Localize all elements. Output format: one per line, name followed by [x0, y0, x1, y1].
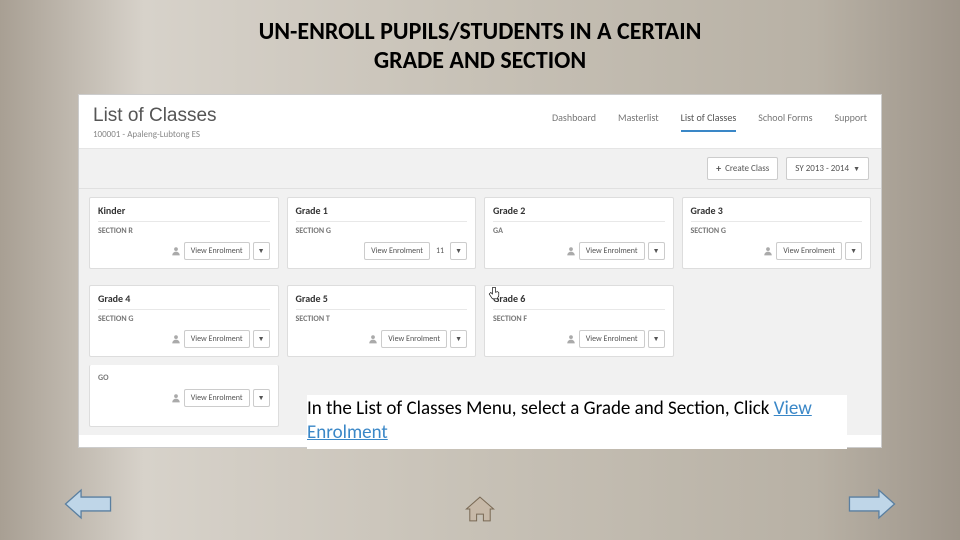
- slide-title: UN-ENROLL PUPILS/STUDENTS IN A CERTAIN G…: [0, 18, 960, 76]
- nav-school-forms[interactable]: School Forms: [758, 111, 812, 132]
- class-grid-row1: Kinder SECTION R View Enrolment ▼ Grade …: [79, 189, 881, 277]
- grade-label: Grade 3: [691, 204, 863, 222]
- view-enrolment-button[interactable]: View Enrolment: [579, 330, 645, 348]
- view-enrolment-dropdown[interactable]: ▼: [450, 242, 467, 260]
- class-card-grade4: Grade 4 SECTION G View Enrolment ▼: [89, 285, 279, 357]
- chevron-down-icon: ▼: [258, 334, 265, 343]
- nav-dashboard[interactable]: Dashboard: [552, 111, 596, 132]
- app-title: List of Classes: [93, 105, 217, 127]
- app-header: List of Classes 100001 - Apaleng-Lubtong…: [79, 95, 881, 149]
- view-enrolment-dropdown[interactable]: ▼: [450, 330, 467, 348]
- person-icon: [368, 334, 378, 344]
- card-actions: View Enrolment ▼: [98, 242, 270, 260]
- view-enrolment-dropdown[interactable]: ▼: [845, 242, 862, 260]
- app-subtitle: 100001 - Apaleng-Lubtong ES: [93, 129, 217, 140]
- view-enrolment-button[interactable]: View Enrolment: [184, 242, 250, 260]
- card-actions: View Enrolment ▼: [493, 242, 665, 260]
- chevron-down-icon: ▼: [455, 246, 462, 255]
- view-enrolment-dropdown[interactable]: ▼: [253, 242, 270, 260]
- prev-slide-button[interactable]: [62, 486, 114, 522]
- view-enrolment-dropdown[interactable]: ▼: [253, 330, 270, 348]
- chevron-down-icon: ▼: [258, 246, 265, 255]
- card-actions: View Enrolment ▼: [691, 242, 863, 260]
- view-enrolment-button[interactable]: View Enrolment: [776, 242, 842, 260]
- chevron-down-icon: ▼: [258, 393, 265, 402]
- chevron-down-icon: ▼: [653, 246, 660, 255]
- home-button[interactable]: [463, 492, 497, 526]
- plus-icon: +: [716, 162, 721, 175]
- card-actions: View Enrolment ▼: [296, 330, 468, 348]
- class-card-grade2: Grade 2 GA View Enrolment ▼: [484, 197, 674, 269]
- slide-title-line2: GRADE AND SECTION: [374, 46, 586, 75]
- section-label: SECTION G: [296, 226, 468, 236]
- card-actions: View Enrolment 11 ▼: [296, 242, 468, 260]
- section-label: SECTION G: [691, 226, 863, 236]
- slide-title-line1: UN-ENROLL PUPILS/STUDENTS IN A CERTAIN: [259, 17, 702, 46]
- section-label: SECTION G: [98, 314, 270, 324]
- class-grid-row2: Grade 4 SECTION G View Enrolment ▼ Grade…: [79, 277, 881, 365]
- class-card-grade5: Grade 5 SECTION T View Enrolment ▼: [287, 285, 477, 357]
- grade-label: Grade 5: [296, 292, 468, 310]
- view-enrolment-button[interactable]: View Enrolment: [184, 330, 250, 348]
- nav-support[interactable]: Support: [835, 111, 867, 132]
- person-icon: [566, 334, 576, 344]
- section-label: SECTION R: [98, 226, 270, 236]
- chevron-down-icon: ▼: [455, 334, 462, 343]
- person-icon: [763, 246, 773, 256]
- section-label: SECTION T: [296, 314, 468, 324]
- section-label: GO: [98, 373, 270, 383]
- app-title-block: List of Classes 100001 - Apaleng-Lubtong…: [93, 105, 217, 140]
- toolbar: + Create Class SY 2013 - 2014 ▼: [79, 149, 881, 189]
- class-card-kinder: Kinder SECTION R View Enrolment ▼: [89, 197, 279, 269]
- view-enrolment-dropdown[interactable]: ▼: [253, 389, 270, 407]
- grade-label: Kinder: [98, 204, 270, 222]
- arrow-left-icon: [62, 486, 114, 522]
- card-actions: View Enrolment ▼: [98, 389, 270, 407]
- class-card-grade6: Grade 6 SECTION F View Enrolment ▼: [484, 285, 674, 357]
- person-icon: [171, 334, 181, 344]
- view-enrolment-button[interactable]: View Enrolment: [381, 330, 447, 348]
- grade-label: Grade 1: [296, 204, 468, 222]
- class-card-grade1: Grade 1 SECTION G View Enrolment 11 ▼: [287, 197, 477, 269]
- grade-label: Grade 2: [493, 204, 665, 222]
- card-actions: View Enrolment ▼: [493, 330, 665, 348]
- grade-label: Grade 6: [493, 292, 665, 310]
- instruction-text: In the List of Classes Menu, select a Gr…: [307, 395, 847, 449]
- count-badge: 11: [433, 246, 447, 256]
- class-card-kinder-go: GO View Enrolment ▼: [89, 365, 279, 427]
- view-enrolment-button[interactable]: View Enrolment: [364, 242, 430, 260]
- home-icon: [463, 492, 497, 526]
- instruction-prefix: In the List of Classes Menu, select a Gr…: [307, 397, 774, 420]
- person-icon: [171, 393, 181, 403]
- view-enrolment-dropdown[interactable]: ▼: [648, 330, 665, 348]
- grade-label: Grade 4: [98, 292, 270, 310]
- school-year-label: SY 2013 - 2014: [795, 163, 849, 174]
- arrow-right-icon: [846, 486, 898, 522]
- create-class-label: Create Class: [725, 163, 769, 174]
- person-icon: [171, 246, 181, 256]
- next-slide-button[interactable]: [846, 486, 898, 522]
- create-class-button[interactable]: + Create Class: [707, 157, 778, 180]
- chevron-down-icon: ▼: [853, 164, 860, 173]
- app-nav: Dashboard Masterlist List of Classes Sch…: [552, 105, 867, 132]
- view-enrolment-dropdown[interactable]: ▼: [648, 242, 665, 260]
- section-label: GA: [493, 226, 665, 236]
- chevron-down-icon: ▼: [850, 246, 857, 255]
- chevron-down-icon: ▼: [653, 334, 660, 343]
- class-card-grade3: Grade 3 SECTION G View Enrolment ▼: [682, 197, 872, 269]
- card-actions: View Enrolment ▼: [98, 330, 270, 348]
- view-enrolment-button[interactable]: View Enrolment: [184, 389, 250, 407]
- nav-list-of-classes[interactable]: List of Classes: [681, 111, 737, 132]
- view-enrolment-button[interactable]: View Enrolment: [579, 242, 645, 260]
- person-icon: [566, 246, 576, 256]
- section-label: SECTION F: [493, 314, 665, 324]
- nav-masterlist[interactable]: Masterlist: [618, 111, 659, 132]
- school-year-select[interactable]: SY 2013 - 2014 ▼: [786, 157, 869, 180]
